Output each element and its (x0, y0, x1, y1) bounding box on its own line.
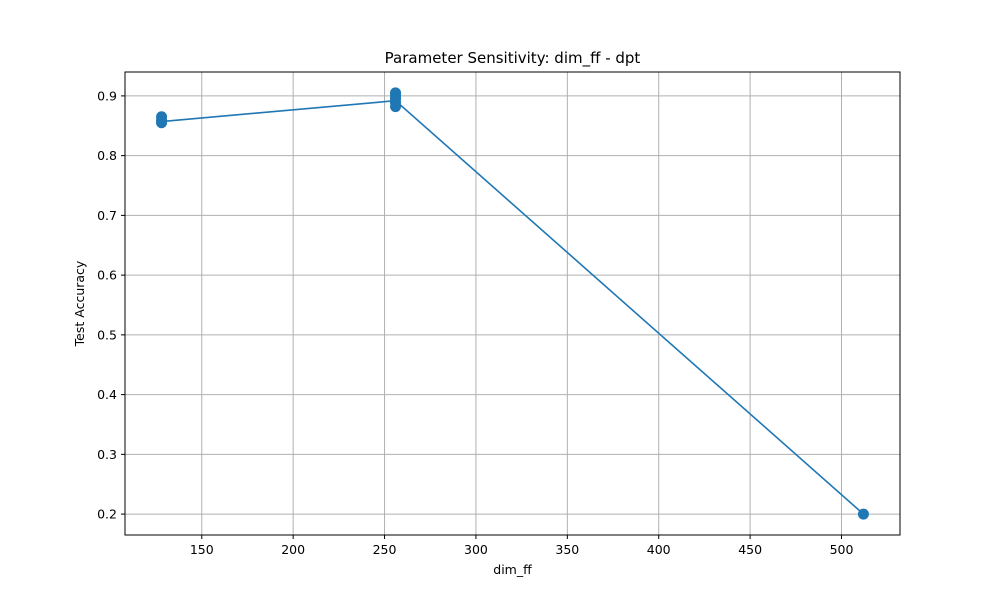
y-axis-label: Test Accuracy (72, 260, 87, 347)
y-tick-label: 0.3 (97, 447, 117, 462)
y-tick-label: 0.4 (97, 387, 117, 402)
x-tick-label: 250 (373, 542, 397, 557)
plot-frame (124, 71, 901, 536)
chart-title: Parameter Sensitivity: dim_ff - dpt (385, 49, 641, 68)
grid-layer (125, 72, 900, 535)
ticks-layer: 150 200 250 300 350 400 450 500 0.2 0.3 0.4 0.5 0.6 0… (97, 88, 853, 557)
y-tick-label: 0.6 (97, 268, 117, 283)
x-tick-label: 350 (555, 542, 579, 557)
y-tick-label: 0.2 (97, 507, 117, 522)
x-tick-label: 400 (647, 542, 671, 557)
data-layer (156, 87, 869, 520)
y-tick-label: 0.9 (97, 88, 117, 103)
y-tick-label: 0.7 (97, 208, 117, 223)
x-tick-label: 450 (738, 542, 762, 557)
x-axis-label: dim_ff (493, 562, 532, 577)
x-tick-label: 500 (830, 542, 854, 557)
y-tick-label: 0.8 (97, 148, 117, 163)
data-point (156, 111, 168, 123)
x-tick-label: 150 (190, 542, 214, 557)
data-point (390, 87, 402, 99)
x-tick-label: 200 (281, 542, 305, 557)
x-tick-label: 300 (464, 542, 488, 557)
data-point (857, 508, 869, 520)
y-tick-label: 0.5 (97, 327, 117, 342)
